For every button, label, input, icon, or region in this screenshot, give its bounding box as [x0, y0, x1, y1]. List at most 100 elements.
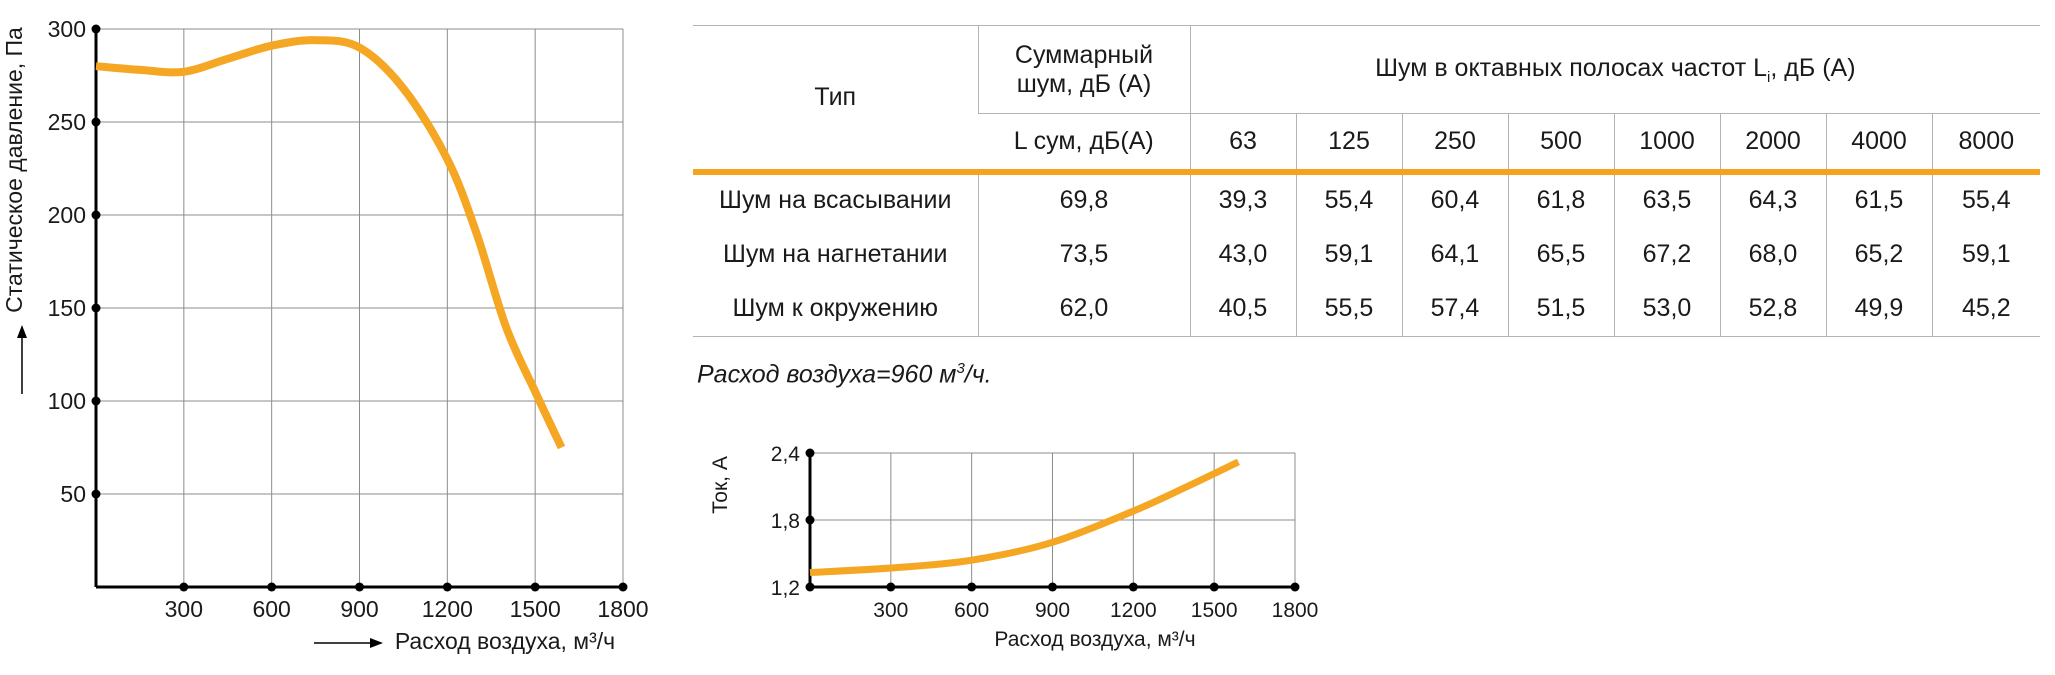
- x-tick-label: 600: [252, 596, 290, 622]
- y-tick-label: 150: [48, 295, 86, 321]
- x-tick-marker: [1209, 582, 1219, 592]
- value-cell: 49,9: [1825, 281, 1932, 337]
- y-tick-marker: [91, 210, 101, 220]
- value-cell: 60,4: [1401, 171, 1508, 227]
- y-axis-title: Статическое давление, Па: [1, 27, 27, 313]
- octave-header-unit: , дБ (А): [1770, 53, 1856, 82]
- lsum-header: L сум, дБ(А): [978, 113, 1190, 175]
- x-tick-label: 1500: [510, 596, 561, 622]
- x-tick-label: 300: [165, 596, 203, 622]
- freq-header: 63: [1189, 113, 1296, 175]
- y-tick-marker: [91, 24, 101, 34]
- y-tick-marker: [91, 396, 101, 406]
- y-tick-label: 2,4: [771, 443, 801, 466]
- freq-header: 1000: [1613, 113, 1720, 175]
- x-tick-marker: [967, 582, 977, 592]
- value-cell: 53,0: [1613, 281, 1720, 337]
- x-axis-title: Расход воздуха, м³/ч: [994, 628, 1195, 651]
- x-tick-marker: [1048, 582, 1057, 592]
- freq-header: 8000: [1931, 113, 2041, 175]
- x-axis-arrow-head: [370, 638, 383, 648]
- value-cell: 43,0: [1189, 226, 1296, 282]
- y-tick-label: 200: [48, 202, 86, 228]
- x-tick-label: 1800: [597, 596, 648, 622]
- airflow-note: Расход воздуха=960 м3/ч.: [697, 360, 992, 389]
- value-cell: 65,5: [1507, 226, 1614, 282]
- octave-header-subscript: i: [1767, 68, 1771, 86]
- octave-bands-header: Шум в октавных полосах частот Li, дБ (А): [1189, 25, 2041, 114]
- type-header: Тип: [693, 25, 978, 175]
- series-line: [809, 458, 1240, 576]
- y-tick-label: 50: [60, 481, 86, 507]
- value-cell: 65,2: [1825, 226, 1932, 282]
- value-cell: 61,5: [1825, 171, 1932, 227]
- x-tick-label: 300: [873, 599, 908, 622]
- table-row: Шум на всасывании 69,8 39,3 55,4 60,4 61…: [693, 171, 2041, 227]
- airflow-note-text: Расход воздуха=960 м: [697, 360, 957, 389]
- y-tick-marker: [91, 303, 101, 313]
- x-tick-label: 900: [340, 596, 378, 622]
- x-tick-label: 600: [954, 599, 989, 622]
- value-cell: 59,1: [1295, 226, 1402, 282]
- airflow-note-suffix: /ч.: [964, 360, 992, 389]
- value-cell: 63,5: [1613, 171, 1720, 227]
- value-cell: 61,8: [1507, 171, 1614, 227]
- y-tick-label: 300: [48, 16, 86, 42]
- value-cell: 40,5: [1189, 281, 1296, 337]
- series-line: [95, 36, 566, 450]
- y-tick-marker: [805, 515, 815, 525]
- x-tick-label: 1800: [1272, 599, 1319, 622]
- y-tick-marker: [805, 582, 815, 592]
- x-tick-marker: [442, 582, 452, 592]
- table-row: Шум на нагнетании 73,5 43,0 59,1 64,1 65…: [693, 226, 2041, 282]
- value-cell: 64,3: [1719, 171, 1826, 227]
- freq-header: 2000: [1719, 113, 1826, 175]
- value-cell: 59,1: [1931, 226, 2041, 282]
- freq-header: 4000: [1825, 113, 1932, 175]
- y-tick-label: 100: [48, 388, 86, 414]
- total-cell: 62,0: [977, 281, 1190, 337]
- table-row: Шум к окружению 62,0 40,5 55,5 57,4 51,5…: [693, 281, 2041, 337]
- y-tick-label: 1,8: [771, 510, 800, 533]
- x-tick-marker: [179, 582, 189, 592]
- value-cell: 39,3: [1189, 171, 1296, 227]
- x-tick-marker: [886, 582, 896, 592]
- value-cell: 55,4: [1295, 171, 1402, 227]
- y-tick-marker: [805, 448, 815, 458]
- static-pressure-chart: 300 600 900 1200 1500 1800 300 250 200 150 100 50 Ра…: [1, 16, 649, 654]
- x-tick-label: 1200: [1110, 599, 1157, 622]
- value-cell: 55,4: [1931, 171, 2041, 227]
- total-noise-header-line2: шум, дБ (А): [1016, 69, 1152, 98]
- y-tick-marker: [91, 489, 101, 499]
- x-tick-marker: [1128, 582, 1138, 592]
- row-label: Шум на нагнетании: [723, 239, 948, 268]
- x-tick-marker: [618, 582, 628, 592]
- freq-header: 250: [1401, 113, 1508, 175]
- x-tick-label: 900: [1035, 599, 1070, 622]
- y-tick-label: 250: [48, 109, 86, 135]
- value-cell: 45,2: [1931, 281, 2041, 337]
- row-label: Шум к окружению: [693, 281, 978, 337]
- value-cell: 67,2: [1613, 226, 1720, 282]
- total-cell: 69,8: [977, 171, 1190, 227]
- current-chart: 300 600 900 1200 1500 1800 2,4 1,8 1,2 Расход воз…: [709, 443, 1319, 651]
- y-axis-arrow-head: [17, 325, 27, 338]
- value-cell: 52,8: [1719, 281, 1826, 337]
- x-tick-marker: [355, 582, 364, 592]
- x-tick-marker: [267, 582, 277, 592]
- x-axis-title: Расход воздуха, м³/ч: [395, 628, 615, 654]
- value-cell: 64,1: [1401, 226, 1508, 282]
- value-cell: 68,0: [1719, 226, 1826, 282]
- x-tick-label: 1500: [1191, 599, 1238, 622]
- y-tick-marker: [91, 117, 101, 127]
- noise-table: Тип Суммарный шум, дБ (А) Шум в октавных…: [693, 25, 2041, 337]
- value-cell: 55,5: [1295, 281, 1402, 337]
- value-cell: 51,5: [1507, 281, 1614, 337]
- y-tick-label: 1,2: [771, 577, 800, 600]
- total-cell: 73,5: [977, 226, 1190, 282]
- x-tick-label: 1200: [422, 596, 473, 622]
- freq-header: 125: [1295, 113, 1402, 175]
- y-axis-title: Ток, А: [709, 456, 732, 514]
- freq-header: 500: [1507, 113, 1614, 175]
- total-noise-header-line1: Суммарный: [1014, 40, 1154, 69]
